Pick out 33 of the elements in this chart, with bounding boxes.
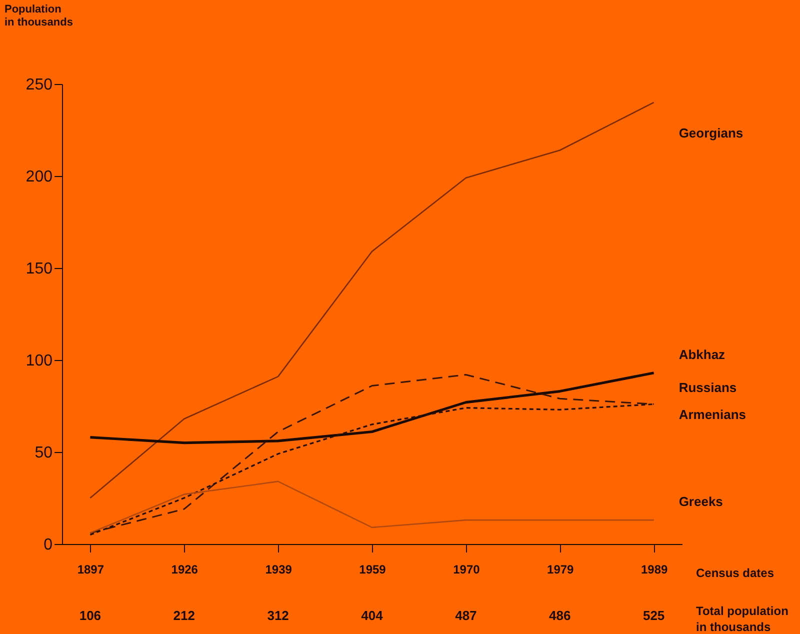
y-tick-label: 150: [26, 260, 53, 278]
x-tick-label: 1979: [547, 562, 574, 576]
x-tick-label: 1970: [453, 562, 480, 576]
text: Georgians: [678, 125, 744, 140]
line-series: [90, 102, 654, 499]
line-series: [89, 374, 655, 534]
text: 525: [642, 608, 665, 623]
text: Abkhaz: [678, 346, 726, 362]
series-label: Armenians: [678, 407, 746, 422]
x-tick-label: 1897: [77, 562, 104, 576]
text: Greeks: [678, 494, 723, 510]
y-axis-title: Population in thousands: [4, 4, 73, 28]
text: 486: [549, 608, 571, 623]
line-series: [88, 372, 656, 444]
text: 106: [79, 608, 102, 623]
text: 312: [267, 608, 289, 623]
y-tick-label: 100: [26, 352, 53, 370]
text: 404: [361, 608, 384, 623]
text: Total population in thousands: [696, 604, 788, 634]
y-tick-label: 200: [26, 168, 53, 186]
line-series: [90, 480, 654, 534]
text: 212: [173, 608, 195, 623]
text: 487: [455, 608, 477, 623]
y-tick-label: 250: [26, 76, 53, 94]
text: Russians: [678, 380, 737, 396]
x-tick-label: 1959: [359, 562, 386, 576]
y-tick-label: 50: [34, 444, 53, 462]
line-series: [89, 403, 655, 536]
x-tick-label: 1926: [171, 562, 198, 576]
x-tick-label: 1939: [265, 562, 292, 576]
y-tick-label: 0: [44, 536, 53, 554]
x-tick-label: 1989: [640, 562, 668, 576]
x-axis-title: Census dates: [696, 566, 774, 580]
